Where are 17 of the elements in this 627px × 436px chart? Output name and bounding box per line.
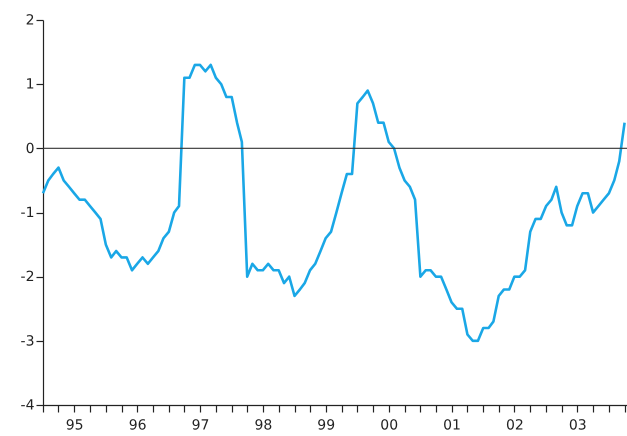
y-tick-label: 0 bbox=[26, 140, 34, 157]
x-tick-label: 00 bbox=[380, 418, 398, 434]
y-tick-label: 2 bbox=[26, 12, 34, 28]
y-tick-label: -3 bbox=[20, 333, 34, 350]
x-tick-label: 97 bbox=[192, 418, 210, 434]
y-tick-label: -4 bbox=[20, 398, 35, 414]
y-tick-label: -1 bbox=[20, 205, 34, 221]
x-tick-label: 01 bbox=[443, 418, 461, 434]
y-tick-label: -2 bbox=[20, 269, 34, 286]
x-tick-label: 95 bbox=[66, 418, 84, 434]
x-tick-label: 03 bbox=[568, 418, 587, 434]
x-tick-label: 99 bbox=[317, 418, 336, 434]
x-tick-label: 98 bbox=[254, 418, 272, 434]
x-tick-label: 02 bbox=[506, 418, 524, 434]
y-tick-label: 1 bbox=[26, 76, 34, 93]
line-series bbox=[42, 64, 626, 342]
x-tick-label: 96 bbox=[128, 418, 147, 434]
